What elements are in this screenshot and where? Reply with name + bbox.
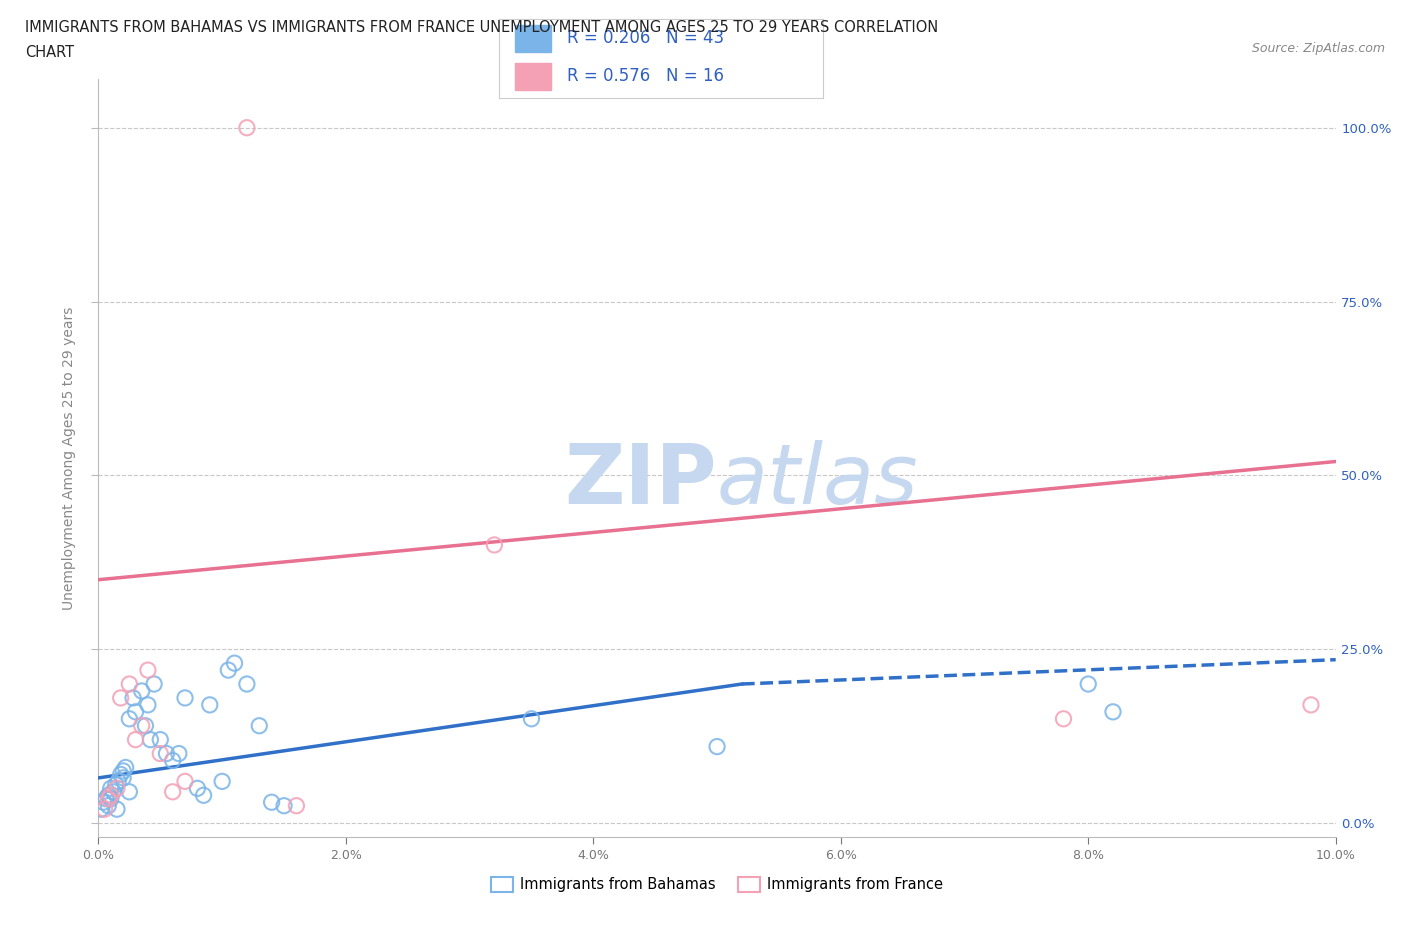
Point <box>149 746 172 761</box>
Text: R = 0.576   N = 16: R = 0.576 N = 16 <box>567 67 724 86</box>
Point <box>149 732 172 747</box>
Point <box>124 732 146 747</box>
Point <box>94 791 117 806</box>
Text: CHART: CHART <box>25 45 75 60</box>
Point <box>224 656 246 671</box>
Text: ZIP: ZIP <box>565 440 717 521</box>
Point <box>136 663 159 678</box>
Point <box>143 677 166 692</box>
Point <box>217 663 239 678</box>
Point <box>174 774 197 789</box>
Point <box>131 718 153 733</box>
Point <box>105 781 128 796</box>
Bar <box>515 63 551 90</box>
Point <box>112 770 135 785</box>
Point <box>97 791 120 806</box>
Point <box>1102 704 1125 719</box>
Point <box>1299 698 1322 712</box>
Y-axis label: Unemployment Among Ages 25 to 29 years: Unemployment Among Ages 25 to 29 years <box>62 306 76 610</box>
Point <box>118 711 141 726</box>
Point <box>260 795 283 810</box>
Point <box>90 802 112 817</box>
Point <box>1077 677 1099 692</box>
Point <box>198 698 221 712</box>
Point <box>273 798 295 813</box>
Point <box>112 764 135 778</box>
Point <box>97 798 120 813</box>
Point <box>100 781 122 796</box>
Point <box>1052 711 1074 726</box>
Point <box>100 788 122 803</box>
Point <box>162 784 184 799</box>
Text: IMMIGRANTS FROM BAHAMAS VS IMMIGRANTS FROM FRANCE UNEMPLOYMENT AMONG AGES 25 TO : IMMIGRANTS FROM BAHAMAS VS IMMIGRANTS FR… <box>25 20 939 35</box>
Point <box>520 711 543 726</box>
Point <box>186 781 208 796</box>
Point <box>131 684 153 698</box>
Point <box>136 698 159 712</box>
Point <box>107 774 129 789</box>
Point <box>174 690 197 705</box>
Point <box>236 677 259 692</box>
Point <box>484 538 506 552</box>
Point <box>134 718 156 733</box>
Point <box>193 788 215 803</box>
Point <box>139 732 162 747</box>
Point <box>104 777 127 792</box>
Point <box>93 802 115 817</box>
Point <box>155 746 177 761</box>
Point <box>118 784 141 799</box>
Point <box>236 120 259 135</box>
Point <box>97 788 120 803</box>
Point <box>124 704 146 719</box>
Text: R = 0.206   N = 43: R = 0.206 N = 43 <box>567 30 724 47</box>
Point <box>103 784 125 799</box>
Point <box>122 690 145 705</box>
Point <box>110 690 132 705</box>
Text: Source: ZipAtlas.com: Source: ZipAtlas.com <box>1251 42 1385 55</box>
Point <box>118 677 141 692</box>
Point <box>100 791 122 806</box>
Bar <box>515 25 551 52</box>
Point <box>247 718 270 733</box>
Point <box>285 798 308 813</box>
Point <box>162 753 184 768</box>
Point <box>114 760 136 775</box>
Text: atlas: atlas <box>717 440 918 521</box>
Point <box>167 746 190 761</box>
Point <box>105 802 128 817</box>
Point <box>211 774 233 789</box>
Legend: Immigrants from Bahamas, Immigrants from France: Immigrants from Bahamas, Immigrants from… <box>485 870 949 898</box>
Point <box>93 795 115 810</box>
Point <box>706 739 728 754</box>
Point <box>110 767 132 782</box>
